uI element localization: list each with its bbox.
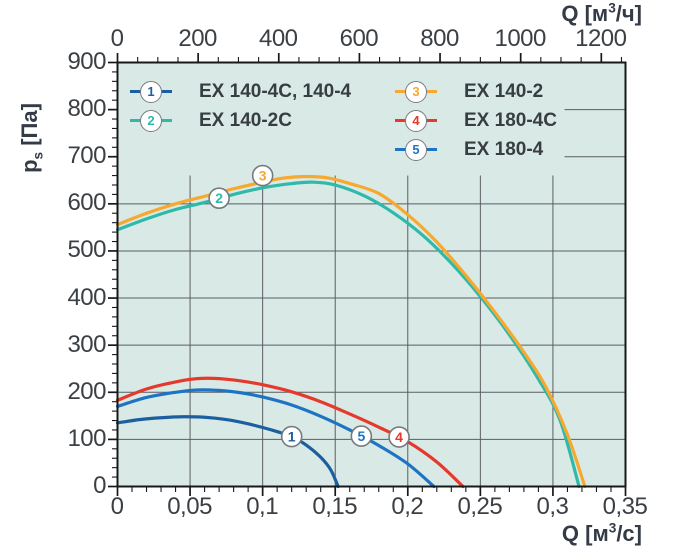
legend-label: EX 140-2 [464,80,544,102]
curve-marker-4: 4 [388,426,410,448]
svg-text:2: 2 [215,190,223,206]
x-axis-top-title-sup: 3 [608,0,616,16]
x-axis-top-tick-label: 1200 [575,25,627,52]
y-axis-tick-label: 100 [67,424,106,452]
x-axis-top-tick-label: 800 [420,25,459,52]
x-axis-top-tick-label: 0 [110,25,124,52]
legend-label: EX 140-2C [199,109,292,131]
legend-label: EX 180-4 [464,138,544,160]
svg-text:4: 4 [395,429,403,445]
x-axis-top-title-text: Q [м [561,1,609,26]
y-axis-tick-label: 400 [67,283,106,311]
legend-line-swatch: 1 [130,80,172,103]
y-axis-tick-label: 500 [67,236,106,264]
x-axis-bottom-title-rest: /с] [616,521,642,546]
legend-column-1: 1 EX 140-4C, 140-4 2 EX 140-2C [130,77,351,135]
legend-item-ex-140-2: 3 EX 140-2 [395,77,557,106]
legend-number-badge: 3 [405,80,427,103]
svg-text:1: 1 [288,429,296,445]
plot-frame [116,61,627,488]
y-axis-tick-label: 800 [67,95,106,123]
y-axis-tick-label: 600 [67,189,106,217]
x-axis-top-tick-label: 400 [258,25,298,52]
y-axis-tick-label: 700 [67,142,106,170]
curve-marker-5: 5 [350,425,373,447]
y-axis-tick-label: 300 [67,330,106,358]
legend-line-swatch: 4 [395,109,437,132]
curve-ex-140-2 [115,174,587,489]
legend-label: EX 180-4C [464,109,557,131]
x-axis-bottom-tick-label: 0,05 [167,493,212,520]
y-axis-tick-label: 0 [93,472,106,499]
x-axis-bottom-tick-label: 0,3 [536,493,569,520]
x-axis-bottom-tick-label: 0,25 [457,493,503,520]
x-axis-top-tick-label: 1000 [494,25,546,52]
curve-ex-140-4c-140-4 [115,415,340,489]
legend-item-ex-180-4c: 4 EX 180-4C [395,106,557,135]
x-axis-bottom-tick-label: 0 [110,493,124,520]
legend-line-swatch: 2 [130,109,172,132]
legend-backdrop [118,63,565,176]
svg-text:5: 5 [357,428,365,444]
x-axis-top-tick-label: 600 [339,25,379,52]
curve-ex-140-2c [115,180,581,489]
legend-item-ex-140-4c-140-4: 1 EX 140-4C, 140-4 [130,77,351,106]
x-axis-top-title: Q [м3/ч] [462,1,642,27]
curve-marker-3: 3 [251,164,274,187]
x-axis-bottom-title-sup: 3 [608,520,617,536]
legend-item-ex-140-2c: 2 EX 140-2C [130,106,351,135]
curve-ex-180-4 [115,388,436,489]
svg-text:3: 3 [259,168,267,184]
x-axis-bottom-tick-label: 0,2 [391,493,424,520]
y-axis-tick-label: 900 [67,48,106,75]
y-axis-tick-label: 200 [67,377,106,405]
x-axis-top-title-rest: /ч] [615,1,642,26]
legend-number-badge: 5 [405,138,427,161]
legend-column-2: 3 EX 140-2 4 EX 180-4C 5 EX 180-4 [395,77,557,164]
x-axis-bottom-tick-label: 0,15 [312,493,358,520]
x-axis-bottom-title: Q [м3/с] [462,521,642,547]
legend-number-badge: 1 [140,80,162,103]
x-axis-bottom-tick-label: 0,35 [602,493,648,520]
legend-number-badge: 2 [140,109,162,132]
legend-line-swatch: 5 [395,138,437,161]
curve-marker-2: 2 [208,187,230,209]
legend-number-badge: 4 [405,109,427,132]
legend-label: EX 140-4C, 140-4 [199,80,352,102]
curve-marker-1: 1 [280,425,303,448]
x-axis-bottom-title-text: Q [м [561,521,609,546]
legend-item-ex-180-4: 5 EX 180-4 [395,135,557,164]
x-axis-top-tick-label: 200 [178,25,217,52]
legend-line-swatch: 3 [395,80,437,103]
x-axis-bottom-tick-label: 0,1 [246,493,279,520]
